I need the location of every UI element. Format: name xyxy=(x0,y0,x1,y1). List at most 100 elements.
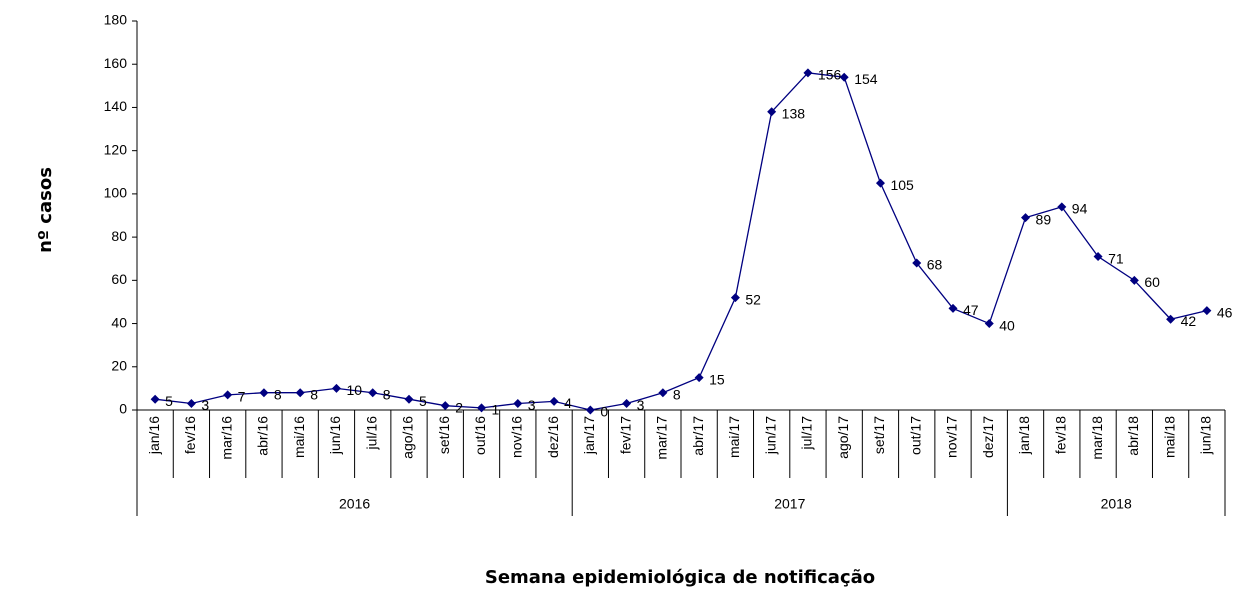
y-tick-label: 40 xyxy=(111,314,127,330)
x-tick-label: mai/18 xyxy=(1161,416,1177,458)
x-tick-label: abr/18 xyxy=(1125,416,1141,456)
x-tick-label: jul/17 xyxy=(799,416,815,451)
data-label: 0 xyxy=(600,404,608,420)
data-label: 5 xyxy=(165,393,173,409)
x-tick-label: out/17 xyxy=(907,416,923,455)
data-point xyxy=(295,388,305,398)
data-label: 40 xyxy=(999,317,1015,333)
y-tick-label: 120 xyxy=(104,141,128,157)
data-label: 71 xyxy=(1108,250,1124,266)
x-tick-label: jan/17 xyxy=(581,416,597,455)
y-tick-label: 20 xyxy=(111,357,127,373)
data-label: 42 xyxy=(1181,313,1197,329)
data-point xyxy=(223,390,233,400)
group-label: 2016 xyxy=(339,496,370,512)
y-tick-label: 80 xyxy=(111,228,127,244)
x-tick-label: ago/16 xyxy=(400,416,416,459)
x-tick-label: ago/17 xyxy=(835,416,851,459)
data-point xyxy=(186,399,196,409)
data-label: 46 xyxy=(1217,304,1233,320)
data-point xyxy=(404,394,414,404)
data-label: 8 xyxy=(383,386,391,402)
x-tick-label: set/17 xyxy=(871,416,887,454)
data-label: 3 xyxy=(528,397,536,413)
data-label: 8 xyxy=(310,386,318,402)
x-tick-label: mar/18 xyxy=(1089,416,1105,460)
data-point xyxy=(1202,306,1212,316)
data-label: 2 xyxy=(455,399,463,415)
x-tick-label: dez/17 xyxy=(980,416,996,458)
data-label: 89 xyxy=(1036,211,1052,227)
x-tick-label: abr/16 xyxy=(255,416,271,456)
data-point xyxy=(984,319,994,329)
data-point xyxy=(477,403,487,413)
y-tick-label: 140 xyxy=(104,98,128,114)
data-label: 60 xyxy=(1144,274,1160,290)
data-point xyxy=(1021,213,1031,223)
data-line xyxy=(155,72,1208,411)
x-tick-label: nov/17 xyxy=(944,416,960,458)
group-label: 2018 xyxy=(1101,496,1132,512)
y-tick-label: 100 xyxy=(104,185,128,201)
data-label: 47 xyxy=(963,302,979,318)
data-point xyxy=(767,107,777,117)
data-point xyxy=(150,394,160,404)
x-tick-label: jun/18 xyxy=(1198,416,1214,455)
data-point xyxy=(839,72,849,82)
data-point xyxy=(585,405,595,415)
data-point xyxy=(1166,314,1176,324)
x-axis-title: Semana epidemiológica de notificação xyxy=(485,567,875,588)
data-label: 3 xyxy=(637,397,645,413)
x-tick-label: nov/16 xyxy=(509,416,525,458)
data-point xyxy=(730,293,740,303)
data-label: 10 xyxy=(346,382,362,398)
data-label: 68 xyxy=(927,257,943,273)
data-point xyxy=(440,401,450,411)
x-tick-label: jun/17 xyxy=(762,416,778,455)
data-point xyxy=(259,388,269,398)
data-label: 52 xyxy=(745,291,761,307)
x-tick-label: mar/16 xyxy=(218,416,234,460)
data-label: 138 xyxy=(782,105,806,121)
y-tick-label: 0 xyxy=(119,401,127,417)
x-tick-label: abr/17 xyxy=(690,416,706,456)
data-label: 8 xyxy=(274,386,282,402)
data-point xyxy=(875,178,885,188)
x-tick-label: dez/16 xyxy=(545,416,561,458)
x-tick-label: jan/18 xyxy=(1016,416,1032,455)
data-label: 156 xyxy=(818,67,842,83)
x-tick-label: fev/18 xyxy=(1053,416,1069,454)
data-label: 3 xyxy=(201,397,209,413)
x-tick-label: jan/16 xyxy=(146,416,162,455)
data-point xyxy=(912,258,922,268)
data-point xyxy=(1129,275,1139,285)
x-tick-label: set/16 xyxy=(436,416,452,454)
data-label: 4 xyxy=(564,395,572,411)
data-point xyxy=(622,399,632,409)
data-point xyxy=(549,396,559,406)
data-label: 15 xyxy=(709,371,725,387)
group-label: 2017 xyxy=(774,496,805,512)
data-point xyxy=(803,68,813,78)
y-tick-label: 180 xyxy=(104,12,128,28)
x-tick-label: jun/16 xyxy=(327,416,343,455)
data-point xyxy=(368,388,378,398)
x-tick-label: mai/17 xyxy=(726,416,742,458)
data-label: 5 xyxy=(419,393,427,409)
data-point xyxy=(658,388,668,398)
y-tick-label: 60 xyxy=(111,271,127,287)
x-tick-label: out/16 xyxy=(472,416,488,455)
x-tick-label: fev/17 xyxy=(617,416,633,454)
data-label: 7 xyxy=(238,389,246,405)
data-point xyxy=(331,383,341,393)
data-point xyxy=(694,373,704,383)
x-tick-label: jul/16 xyxy=(363,416,379,451)
data-label: 1 xyxy=(492,402,500,418)
data-point xyxy=(1057,202,1067,212)
x-tick-label: fev/16 xyxy=(182,416,198,454)
data-label: 8 xyxy=(673,386,681,402)
x-tick-label: mai/16 xyxy=(291,416,307,458)
y-tick-label: 160 xyxy=(104,55,128,71)
data-label: 94 xyxy=(1072,201,1088,217)
